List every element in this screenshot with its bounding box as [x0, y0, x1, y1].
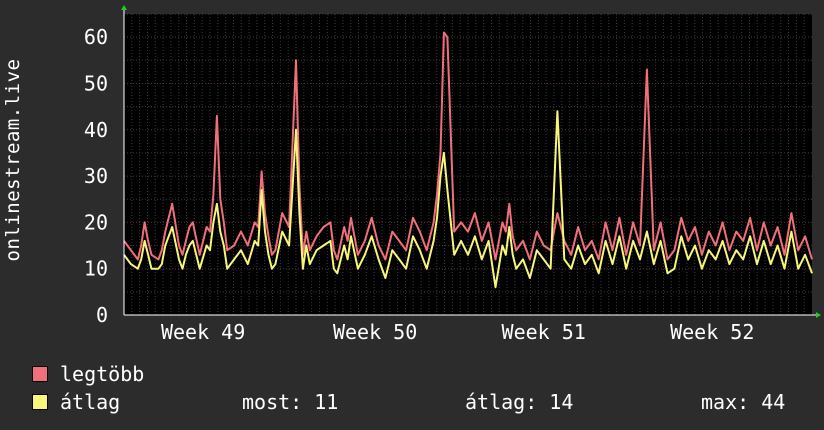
y-axis-label: onlinestream.live: [2, 40, 24, 280]
stat-max: max: 44: [701, 390, 786, 414]
y-axis-arrow: [121, 5, 127, 10]
legend-swatch-avg: [32, 394, 48, 410]
y-tick-label: 10: [84, 257, 108, 281]
x-axis-arrow: [816, 312, 821, 318]
legend-row-max: legtöbb: [32, 361, 812, 387]
series-line-avg: [123, 110, 813, 289]
y-tick-label: 50: [84, 71, 108, 95]
y-axis-label-text: onlinestream.live: [2, 58, 24, 262]
x-tick-label: Week 51: [502, 320, 586, 344]
y-tick-label: 20: [84, 210, 108, 234]
legend-swatch-max: [32, 366, 48, 382]
stat-average: átlag: 14: [465, 390, 574, 414]
y-tick-label: 40: [84, 118, 108, 142]
y-tick-label: 0: [96, 303, 108, 327]
x-tick-label: Week 52: [670, 320, 754, 344]
y-tick-label: 60: [84, 25, 108, 49]
series-line-max: [123, 31, 813, 261]
stat-now: most: 11: [242, 390, 339, 414]
x-tick-label: Week 50: [333, 320, 417, 344]
legend-label-max: legtöbb: [60, 362, 145, 386]
x-tick-label: Week 49: [161, 320, 245, 344]
legend-row-avg: átlag most: 11 átlag: 14 max: 44: [32, 389, 812, 415]
legend-label-avg: átlag: [60, 390, 121, 414]
y-tick-label: 30: [84, 164, 108, 188]
